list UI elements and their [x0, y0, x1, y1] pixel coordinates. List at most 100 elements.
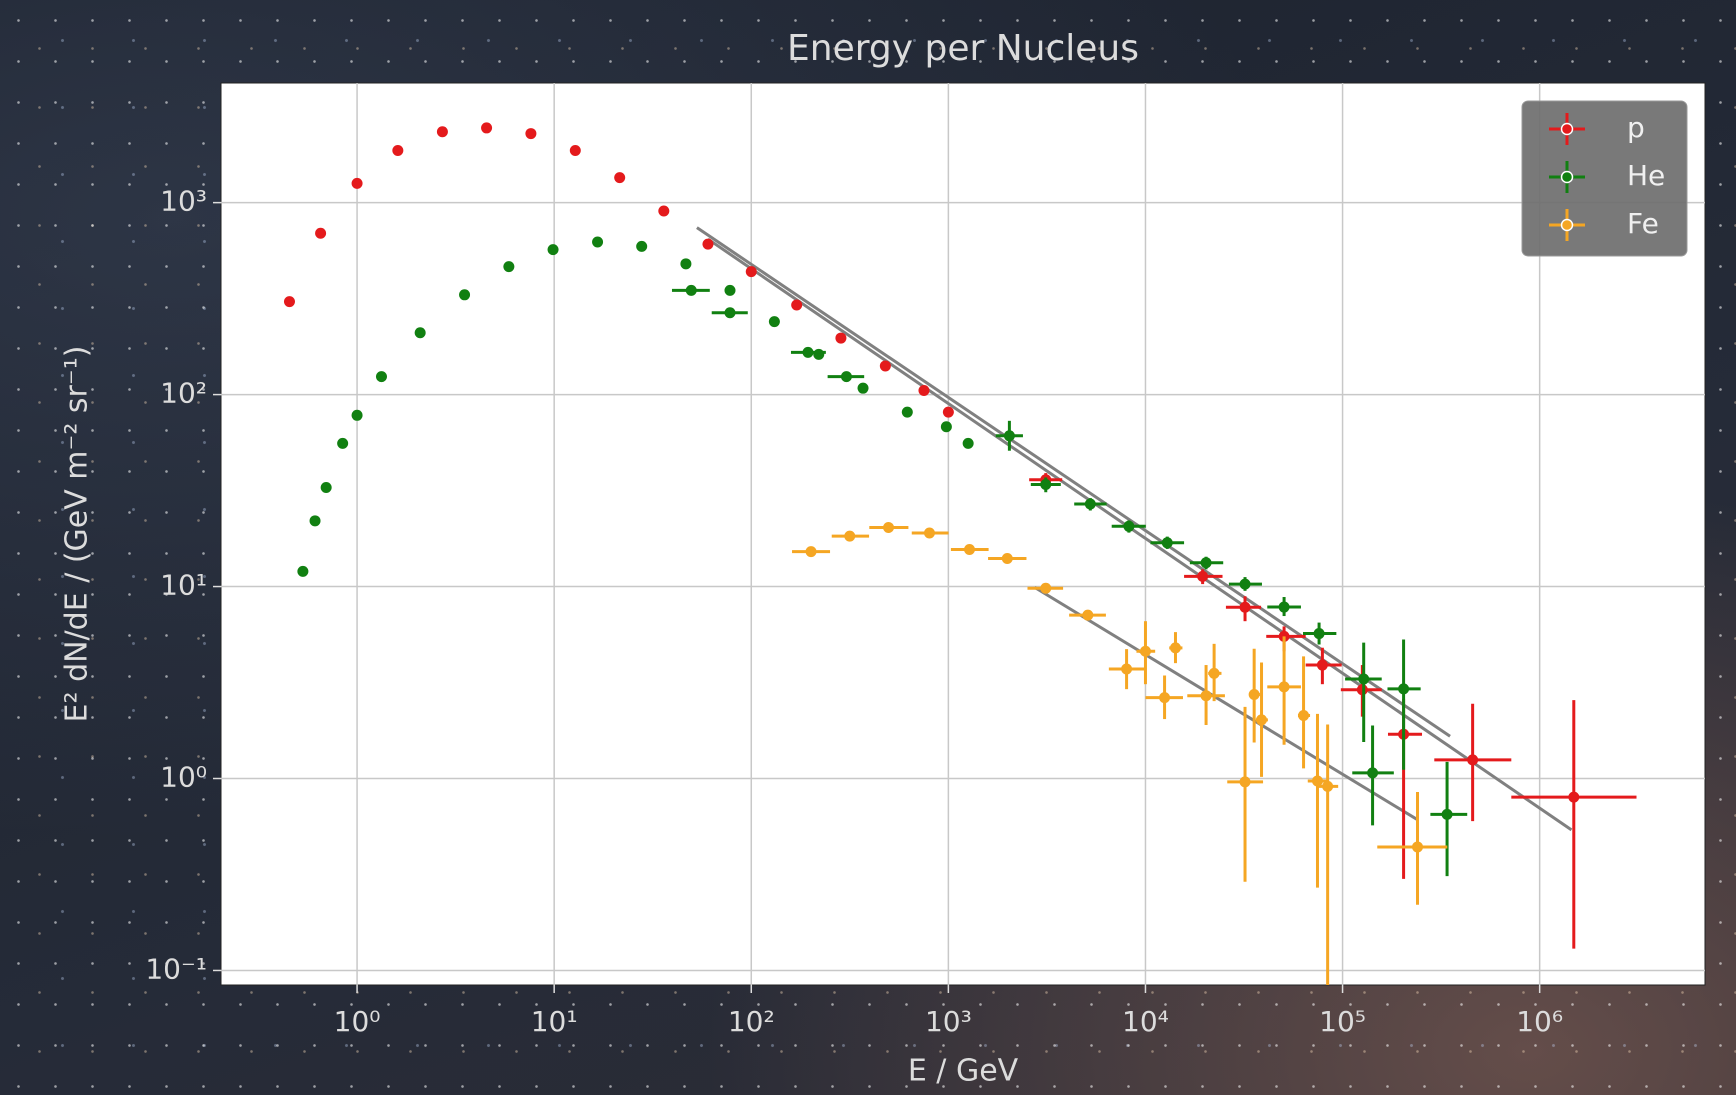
data-point	[351, 177, 363, 189]
data-point	[614, 172, 626, 184]
data-point	[375, 371, 387, 383]
data-point	[1467, 754, 1479, 766]
data-point	[702, 238, 714, 250]
data-point	[459, 289, 471, 301]
data-point	[351, 409, 363, 421]
data-point	[1367, 767, 1379, 779]
data-point	[1197, 570, 1209, 582]
data-point	[525, 128, 537, 140]
data-point	[1278, 601, 1290, 613]
data-point	[802, 346, 814, 358]
data-point	[283, 296, 295, 308]
data-point	[791, 299, 803, 311]
data-point	[1239, 601, 1251, 613]
data-point	[1208, 667, 1220, 679]
data-point	[857, 382, 869, 394]
fit-line	[707, 237, 1573, 832]
data-point	[962, 437, 974, 449]
x-axis-label: E / GeV	[908, 1054, 1019, 1089]
grid: 10⁰ 10¹ 10² 10³ 10⁴ 10⁵ 10⁶ 10⁻¹ 10⁰ 10¹ 10² 10³	[145, 83, 1705, 1038]
data-point	[942, 406, 954, 418]
data-point	[1412, 841, 1424, 853]
data-point	[1398, 683, 1410, 695]
data-point	[963, 543, 975, 555]
data-point	[685, 284, 697, 296]
data-point	[337, 437, 349, 449]
data-point	[1311, 775, 1323, 787]
data-point	[320, 482, 332, 494]
data-point	[805, 546, 817, 558]
data-point	[1123, 520, 1135, 532]
data-point	[840, 371, 852, 383]
data-point	[1322, 780, 1334, 792]
data-point	[1298, 709, 1310, 721]
legend-marker	[1560, 170, 1574, 184]
data-point	[923, 527, 935, 539]
legend-box	[1521, 100, 1688, 257]
data-point	[1003, 430, 1015, 442]
data-point	[1139, 645, 1151, 657]
data-point	[1159, 692, 1171, 704]
data-point	[1316, 659, 1328, 671]
data-point	[1256, 714, 1268, 726]
x-tick-label: 10⁶	[1516, 1005, 1563, 1038]
data-point	[414, 327, 426, 339]
y-tick-label: 10¹	[160, 569, 207, 602]
legend-marker	[1560, 218, 1574, 232]
fit-line	[1033, 586, 1419, 821]
y-tick-label: 10²	[160, 377, 207, 410]
data-point	[1200, 690, 1212, 702]
x-tick-label: 10¹	[531, 1005, 578, 1038]
legend-label: p	[1627, 111, 1645, 144]
plot-area	[220, 82, 1706, 986]
y-tick-label: 10⁰	[160, 761, 207, 794]
chart-title: Energy per Nucleus	[787, 28, 1139, 69]
data-point	[1001, 553, 1013, 565]
data-point	[1169, 642, 1181, 654]
data-point	[1239, 578, 1251, 590]
data-point	[813, 348, 825, 360]
data-point	[1248, 688, 1260, 700]
data-point	[745, 266, 757, 278]
data-point	[547, 244, 559, 256]
fit-line	[696, 226, 1451, 738]
y-tick-label: 10⁻¹	[145, 952, 207, 985]
x-tick-label: 10⁴	[1122, 1005, 1169, 1038]
y-tick-label: 10³	[160, 185, 207, 218]
data-point	[1313, 628, 1325, 640]
y-axis-label: E² dN/dE / (GeV m⁻² sr⁻¹)	[60, 346, 95, 723]
data-point	[1040, 479, 1052, 491]
data-point	[309, 515, 321, 527]
data-point	[1040, 582, 1052, 594]
data-point	[901, 406, 913, 418]
data-point	[680, 258, 692, 270]
data-point	[844, 530, 856, 542]
data-point	[1358, 673, 1370, 685]
data-point	[315, 227, 327, 239]
legend-label: He	[1627, 159, 1665, 192]
x-tick-label: 10⁵	[1319, 1005, 1366, 1038]
data-point	[1161, 537, 1173, 549]
data-point	[1200, 557, 1212, 569]
data-layer	[283, 122, 1637, 985]
data-point	[1084, 498, 1096, 510]
legend-marker	[1560, 122, 1574, 136]
x-tick-label: 10³	[925, 1005, 972, 1038]
data-point	[883, 522, 895, 534]
legend-label: Fe	[1627, 207, 1659, 240]
data-point	[1441, 808, 1453, 820]
data-point	[918, 385, 930, 397]
data-point	[1278, 681, 1290, 693]
data-point	[724, 284, 736, 296]
legend: p He Fe	[1521, 100, 1688, 257]
data-point	[481, 122, 493, 134]
data-point	[297, 565, 309, 577]
data-point	[592, 236, 604, 248]
x-tick-label: 10⁰	[334, 1005, 381, 1038]
data-point	[436, 126, 448, 138]
data-point	[392, 144, 404, 156]
data-point	[503, 261, 515, 273]
data-point	[724, 307, 736, 319]
